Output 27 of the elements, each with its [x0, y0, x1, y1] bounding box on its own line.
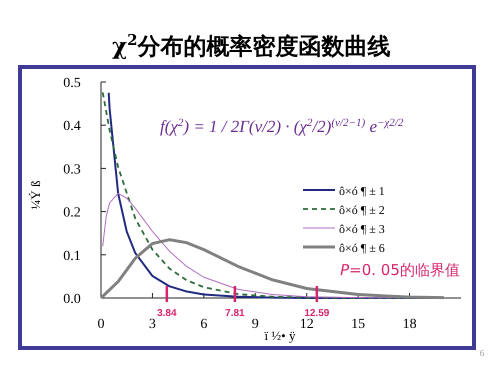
chart-title: χ$^{2}$分布的概率密度函数曲线 — [112, 31, 391, 60]
x-axis-title: ï ½• ÿ — [264, 328, 296, 343]
text: 6 — [480, 348, 485, 358]
annotation: f(χ$^{2}$) = 1 / 2Γ(ν/2) · (χ$^{2}$/2)$^{(ν/2−1)}$ e$^{−χ2/2}$ — [160, 117, 404, 136]
y-tick-label: 0.4 — [63, 119, 81, 134]
ref-line-label: 7.81 — [225, 308, 246, 319]
annotation: P=0. 05的临界值 — [340, 261, 460, 279]
y-axis-title: ¼Ý ß — [28, 180, 43, 210]
x-tick-label: 9 — [252, 317, 259, 332]
x-tick-label: 3 — [148, 317, 156, 332]
x-tick-label: 15 — [351, 317, 366, 332]
x-tick-label: 0 — [98, 317, 104, 332]
legend-label: ô×ó ¶ ± 6 — [339, 241, 385, 255]
y-tick-label: 0.0 — [63, 292, 81, 307]
y-tick-label: 0.1 — [63, 248, 81, 264]
y-tick-label: 0.5 — [63, 76, 81, 91]
legend-label: ô×ó ¶ ± 1 — [339, 184, 385, 198]
ref-line-label: 3.84 — [157, 308, 177, 319]
line-series — [100, 238, 446, 300]
legend-label: ô×ó ¶ ± 3 — [339, 222, 385, 236]
x-tick-label: 18 — [402, 317, 417, 332]
legend-label: ô×ó ¶ ± 2 — [339, 203, 385, 217]
y-tick-label: 0.3 — [63, 162, 81, 178]
y-tick-label: 0.2 — [63, 206, 81, 221]
x-tick-label: 6 — [200, 317, 208, 332]
ref-line-label: 12.59 — [304, 308, 330, 319]
x-tick-label: 12 — [300, 317, 314, 332]
